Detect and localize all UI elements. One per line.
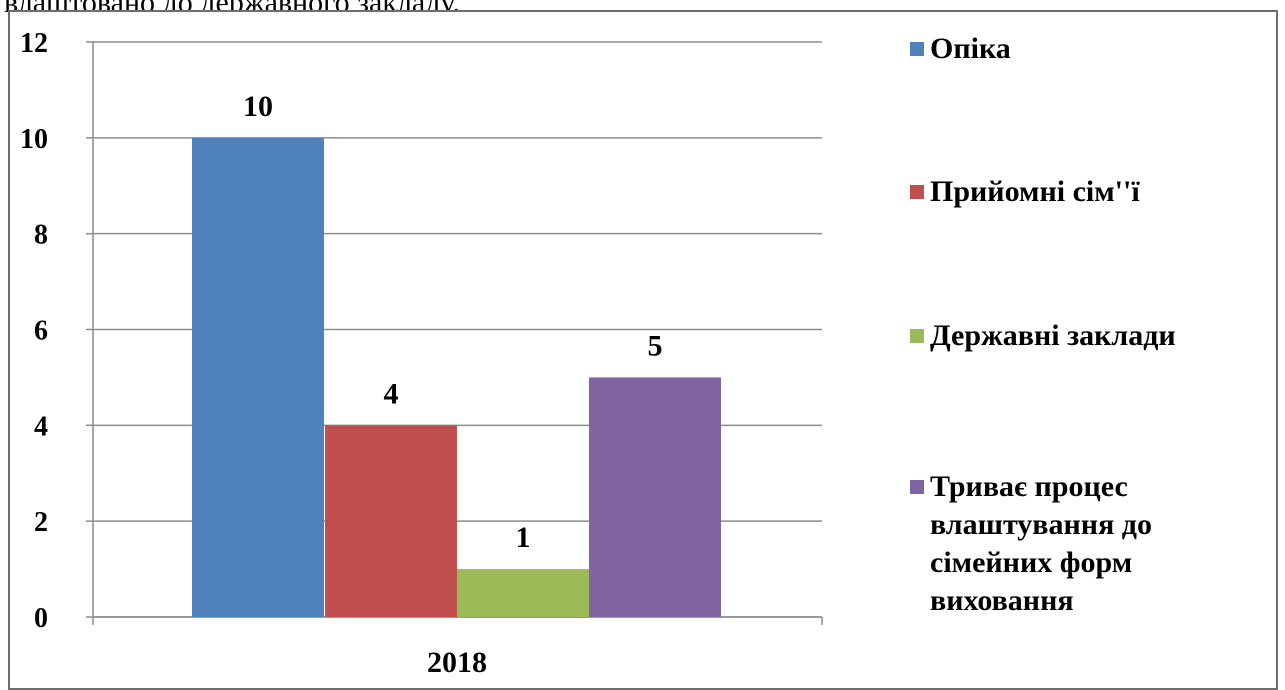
bar-3 [457,569,589,617]
data-label-3: 1 [516,521,531,554]
legend-swatch-1 [910,42,924,56]
legend-item-3: Державні заклади [910,317,1275,355]
bar-1 [192,137,324,618]
legend-label-3: Державні заклади [930,319,1176,352]
legend-item-1: Опіка [910,30,1275,68]
y-tick-label-12: 12 [20,28,48,59]
legend-item-2: Прийомні сім''ї [910,173,1275,211]
x-category-label: 2018 [427,646,487,679]
y-tick-label-0: 0 [34,603,48,634]
bar-2 [325,425,457,617]
legend-item-4: Триває процес влаштування до сімейних фо… [910,468,1275,620]
data-label-4: 5 [648,329,663,362]
y-tick-label-8: 8 [34,220,48,251]
y-tick-label-10: 10 [20,124,48,155]
legend-swatch-3 [910,329,924,343]
bar-4 [589,377,721,617]
y-tick-label-6: 6 [34,316,48,347]
y-tick-label-4: 4 [34,411,48,442]
legend-swatch-2 [910,185,924,199]
legend-label-4: Триває процес влаштування до сімейних фо… [930,470,1152,617]
legend-label-2: Прийомні сім''ї [930,175,1140,208]
data-label-2: 4 [384,377,399,410]
legend-swatch-4 [910,480,924,494]
y-tick-label-2: 2 [34,507,48,538]
legend-label-1: Опіка [930,32,1011,65]
data-label-1: 10 [243,90,273,123]
